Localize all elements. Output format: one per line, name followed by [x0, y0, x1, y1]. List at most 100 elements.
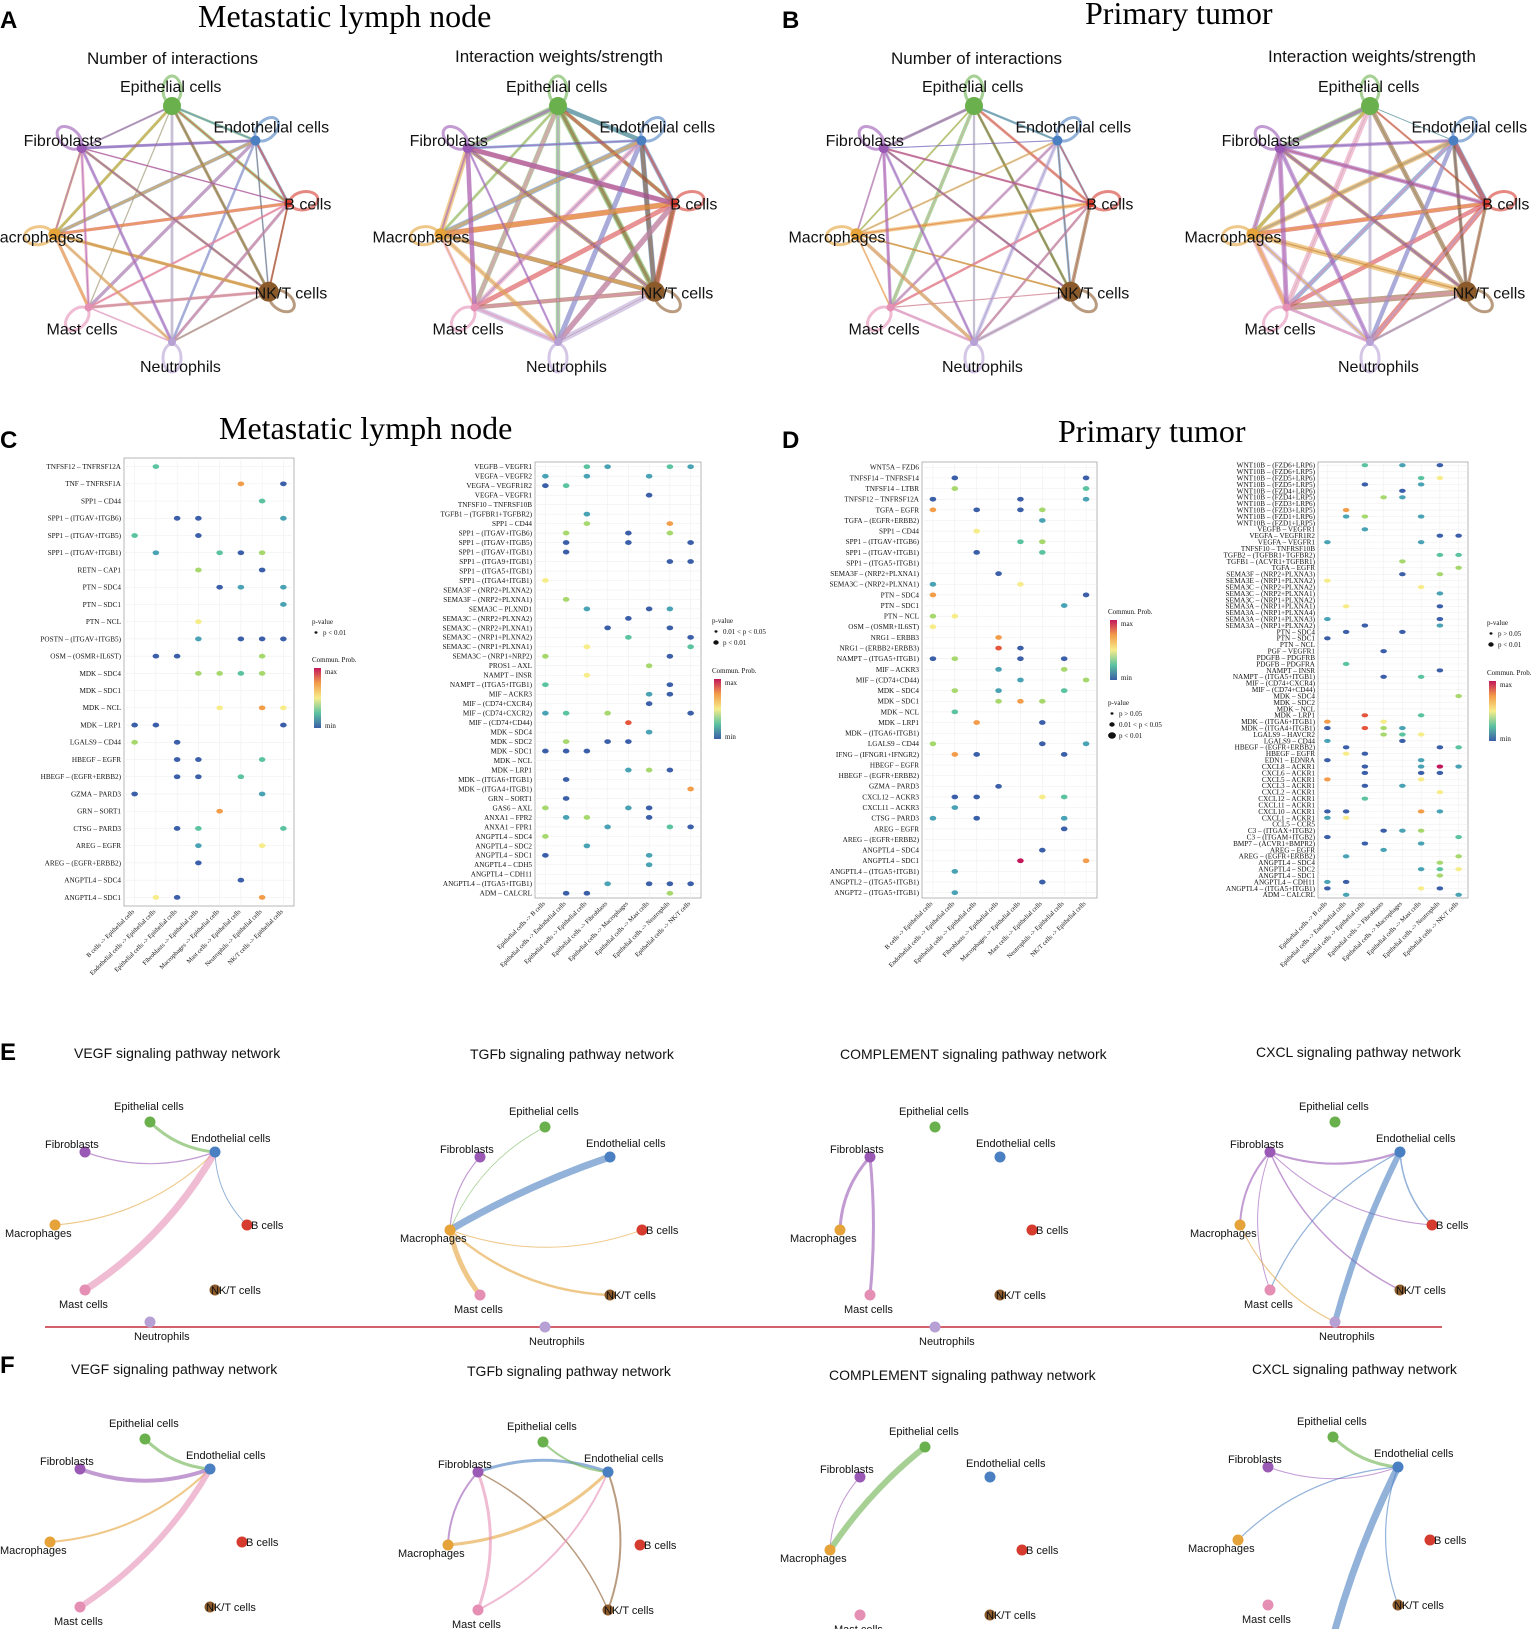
dot-mark [195, 670, 202, 676]
label-endothelial-cells: Endothelial cells [1411, 120, 1527, 137]
label-neutrophils: Neutrophils [919, 1336, 975, 1348]
dot-mark [687, 786, 694, 792]
dot-mark [1039, 741, 1046, 747]
edge-neutrophils-to-endothelial-cells [555, 139, 644, 343]
dot-mark [583, 473, 591, 479]
node-nk-t-cells [204, 1601, 216, 1613]
node-nk-t-cells [994, 1289, 1006, 1301]
dot-mark [687, 881, 694, 887]
edge-mast-cells-to-nk-t-cells [890, 291, 1071, 309]
edge-macrophages-to-epithelial-cells [440, 105, 559, 235]
pvalue-legend-dot [314, 631, 318, 634]
panel-d-right-dotplot: WNT10B – (FZD6+LRP6)WNT10B – (FZD6+LRP5)… [1223, 462, 1531, 969]
dot-mark [1324, 726, 1331, 731]
panel-e-cxcl-title: CXCL signaling pathway network [1256, 1044, 1462, 1060]
dot-mark [645, 473, 653, 479]
dot-mark [1455, 565, 1462, 570]
edge-mast-cells-to-b-cells [87, 202, 289, 309]
label-mast-cells: Mast cells [834, 1624, 883, 1629]
dot-mark [1361, 751, 1369, 756]
label-neutrophils: Neutrophils [529, 1336, 585, 1348]
row-label: MDK – (ITGA6+ITGB1) [1241, 718, 1316, 726]
dot-mark [951, 688, 959, 694]
dot-mark [237, 877, 245, 883]
dot-mark [951, 486, 959, 491]
row-label: ANGPT2 – (ITGA5+ITGB1) [834, 889, 919, 897]
dot-mark [131, 791, 138, 797]
node-macrophages [434, 228, 447, 241]
row-label: MDK – (ITGA4+ITGB1) [1241, 724, 1316, 732]
label-epithelial-cells: Epithelial cells [109, 1418, 179, 1430]
prob-legend-max: max [325, 668, 338, 676]
dot-mark [1380, 649, 1387, 654]
dot-mark [542, 653, 549, 659]
node-fibroblasts [878, 143, 889, 154]
row-label: WNT10B – (FZD4+LRP5) [1237, 494, 1316, 502]
row-label: SEMA3F – (NRP2+PLXNA1) [443, 596, 532, 604]
dot-mark [237, 670, 245, 676]
pvalue-legend-item: 0.01 < p < 0.05 [1119, 721, 1162, 729]
dot-mark [929, 581, 937, 587]
row-label: GZMA – PARD3 [869, 783, 919, 791]
edge-macrophages-to-endothelial-cells [855, 139, 1058, 236]
dot-mark [645, 701, 653, 707]
dot-mark [1436, 572, 1444, 577]
label-fibroblasts: Fibroblasts [820, 1464, 874, 1476]
row-label: GRN – SORT1 [77, 808, 121, 816]
label-fibroblasts: Fibroblasts [438, 1459, 492, 1471]
dot-mark [216, 670, 223, 676]
row-label: ANGPTL4 – CDH11 [1254, 878, 1316, 886]
edge-endothelial-cells-to-neutrophils [1331, 1463, 1402, 1629]
dot-mark [195, 774, 202, 780]
label-nk-t-cells: NK/T cells [1453, 286, 1526, 303]
row-label: ANGPTL4 – SDC4 [1258, 859, 1315, 867]
edge-b-cells-to-epithelial-cells [556, 104, 676, 205]
dot-mark [666, 767, 674, 773]
row-label: NAMPT – (ITGA5+ITGB1) [1233, 673, 1316, 681]
dot-mark [1436, 463, 1444, 468]
row-label: ANGPTL4 – SDC1 [64, 894, 121, 902]
dot-mark [1380, 828, 1387, 833]
edge-fibroblasts-to-neutrophils [466, 147, 560, 343]
row-label: SPP1 – CD44 [81, 497, 121, 505]
dot-mark [1436, 623, 1444, 628]
edge-nk-t-cells-to-epithelial-cells [1367, 104, 1469, 293]
dot-mark [625, 805, 632, 811]
edge-nk-t-cells-to-b-cells [1068, 203, 1092, 293]
dot-mark [1060, 603, 1068, 608]
dot-mark [195, 636, 202, 642]
node-epithelial-cells [539, 1121, 551, 1133]
dot-mark [258, 791, 266, 797]
row-label: PROS1 – AXL [489, 662, 532, 670]
dot-mark [562, 796, 570, 801]
dot-mark [929, 592, 937, 598]
edge-fibroblasts-to-mast-cells [868, 1155, 875, 1297]
label-fibroblasts: Fibroblasts [410, 133, 488, 150]
label-fibroblasts: Fibroblasts [830, 1144, 884, 1156]
row-label: TNFSF12 – TNFRSF12A [46, 463, 121, 471]
row-label: ANGPTL4 – CDH5 [474, 861, 532, 869]
row-label: TNF – TNFRSF1A [65, 480, 122, 488]
dot-mark [258, 843, 266, 849]
dot-mark [258, 498, 266, 504]
dot-mark [666, 559, 674, 564]
dot-mark [562, 710, 570, 716]
dot-mark [583, 521, 591, 527]
dot-mark [542, 473, 549, 479]
label-neutrophils: Neutrophils [526, 359, 607, 376]
edge-fibroblasts-to-macrophages [439, 147, 469, 235]
dot-mark [1417, 886, 1425, 891]
edge-mast-cells-to-b-cells [890, 202, 1091, 309]
edge-fibroblasts-to-endothelial-cells [84, 1151, 216, 1165]
node-fibroblasts [474, 1151, 486, 1163]
label-mast-cells: Mast cells [452, 1619, 501, 1629]
panel-c-title: Metastatic lymph node [219, 410, 512, 446]
dot-mark [1417, 674, 1425, 679]
edge-nk-t-cells-to-endothelial-cells [1057, 140, 1072, 292]
row-label: AREG – EGFR [874, 825, 919, 833]
edge-fibroblasts-to-b-cells [466, 145, 675, 207]
dot-mark [645, 606, 653, 612]
edge-mast-cells-to-nk-t-cells [88, 290, 269, 310]
dot-mark [1417, 764, 1425, 769]
